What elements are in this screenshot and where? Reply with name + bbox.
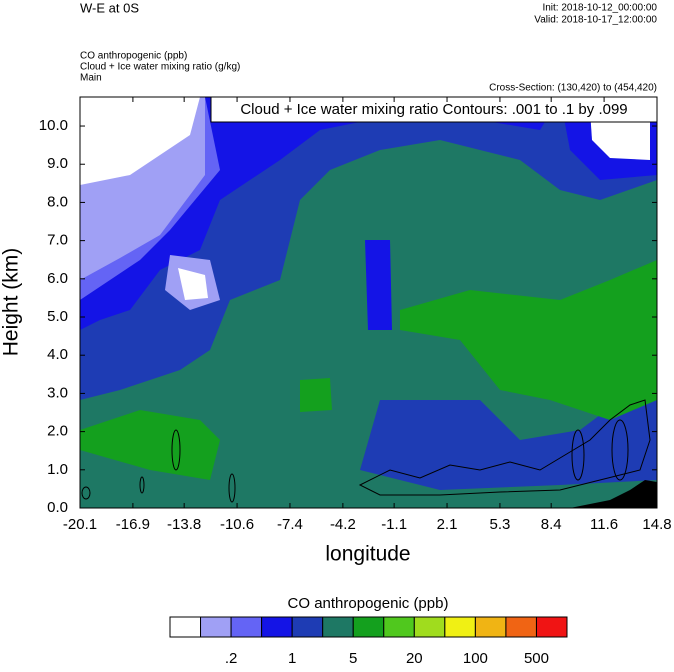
- terrain: [570, 480, 657, 508]
- y-axis-label: Height (km): [0, 248, 23, 357]
- y-tick-label: 6.0: [47, 270, 68, 287]
- colorbar-label: 5: [349, 650, 357, 667]
- y-tick-label: 3.0: [47, 384, 68, 401]
- colorbar-label: 100: [463, 650, 488, 667]
- x-tick-label: -16.9: [116, 516, 150, 533]
- region: [300, 378, 332, 412]
- cloud-contours: [81, 399, 651, 503]
- region: [365, 240, 392, 330]
- region: [80, 97, 200, 185]
- y-tick-label: 5.0: [47, 308, 68, 325]
- y-tick-label: 10.0: [39, 117, 68, 134]
- x-tick-label: -4.2: [330, 516, 356, 533]
- y-tick-label: 7.0: [47, 232, 68, 249]
- valid-time: Valid: 2018-10-17_12:00:00: [534, 15, 657, 26]
- region: [400, 260, 657, 420]
- colorbar-box: [352, 616, 385, 638]
- cross-section: Cross-Section: (130,420) to (454,420): [489, 83, 657, 94]
- x-tick-label: 11.6: [590, 516, 618, 533]
- colorbar-label: 20: [406, 650, 423, 667]
- colorbar-box: [444, 616, 476, 638]
- x-tick-label: 5.3: [490, 516, 511, 533]
- colorbar-label: 1: [288, 650, 296, 667]
- header-title: W-E at 0S: [80, 0, 139, 15]
- y-tick-label: 4.0: [47, 346, 68, 363]
- region: [178, 268, 208, 300]
- colorbar-label: 500: [524, 650, 549, 667]
- x-tick-label: -20.1: [63, 516, 97, 533]
- x-tick-label: -10.6: [220, 516, 254, 533]
- colorbar-box: [383, 616, 415, 638]
- colorbar-box: [535, 616, 568, 638]
- colorbar-box: [261, 616, 293, 638]
- x-axis-label: longitude: [325, 543, 410, 566]
- y-tick-label: 9.0: [47, 155, 68, 172]
- colorbar-title: CO anthropogenic (ppb): [288, 595, 449, 612]
- annotation-box: [210, 96, 658, 123]
- region: [360, 380, 657, 490]
- colorbar-label: .2: [225, 650, 238, 667]
- colorbar-box: [291, 616, 324, 638]
- x-tick-label: 2.1: [437, 516, 458, 533]
- x-tick-label: 14.8: [642, 516, 671, 533]
- annotation: Cloud + Ice water mixing ratio Contours:…: [240, 101, 627, 118]
- x-tick-label: -1.1: [381, 516, 407, 533]
- colorbar-box: [200, 616, 232, 638]
- y-tick-label: 0.0: [47, 499, 68, 516]
- contour-field: [80, 97, 657, 508]
- colorbar-box: [505, 616, 537, 638]
- colorbar-box: [169, 616, 202, 638]
- field-name: CO anthropogenic (ppb): [80, 51, 187, 62]
- y-tick-label: 8.0: [47, 193, 68, 210]
- field-name: Cloud + Ice water mixing ratio (g/kg): [80, 62, 240, 73]
- region: [80, 410, 220, 480]
- field-name: Main: [80, 73, 102, 84]
- y-tick-label: 2.0: [47, 423, 68, 440]
- colorbar-box: [413, 616, 446, 638]
- colorbar-box: [322, 616, 354, 638]
- init-time: Init: 2018-10-12_00:00:00: [542, 3, 657, 14]
- x-tick-label: 8.4: [541, 516, 562, 533]
- colorbar-box: [230, 616, 263, 638]
- x-tick-label: -7.4: [277, 516, 303, 533]
- y-tick-label: 1.0: [47, 461, 68, 478]
- x-tick-label: -13.8: [167, 516, 201, 533]
- colorbar-box: [474, 616, 507, 638]
